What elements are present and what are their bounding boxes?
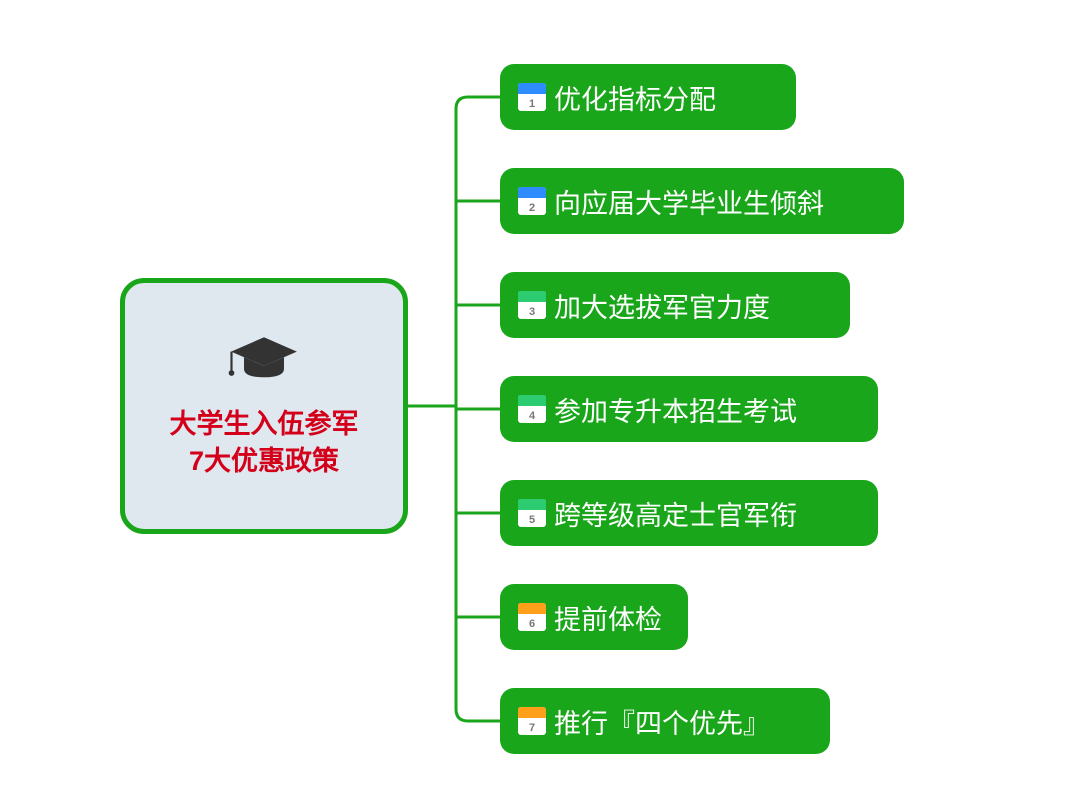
calendar-number: 7: [518, 722, 546, 734]
child-label: 跨等级高定士官军衔: [554, 494, 797, 533]
child-label: 参加专升本招生考试: [554, 390, 797, 429]
graduation-cap-icon: [228, 333, 300, 388]
calendar-icon: 3: [518, 291, 546, 319]
child-node-4: 4 参加专升本招生考试: [500, 376, 878, 442]
child-label: 推行『四个优先』: [554, 702, 770, 741]
calendar-number: 3: [518, 306, 546, 318]
child-label: 加大选拔军官力度: [554, 286, 770, 325]
calendar-icon: 5: [518, 499, 546, 527]
calendar-icon: 6: [518, 603, 546, 631]
child-node-6: 6 提前体检: [500, 584, 688, 650]
calendar-number: 4: [518, 410, 546, 422]
root-title: 大学生入伍参军 7大优惠政策: [170, 406, 359, 479]
child-label: 优化指标分配: [554, 78, 716, 117]
child-node-7: 7 推行『四个优先』: [500, 688, 830, 754]
calendar-number: 6: [518, 618, 546, 630]
child-node-3: 3 加大选拔军官力度: [500, 272, 850, 338]
root-title-line2: 7大优惠政策: [189, 446, 339, 476]
child-label: 向应届大学毕业生倾斜: [554, 182, 824, 221]
root-title-line1: 大学生入伍参军: [170, 409, 359, 439]
root-node: 大学生入伍参军 7大优惠政策: [120, 278, 408, 534]
calendar-icon: 2: [518, 187, 546, 215]
calendar-number: 1: [518, 98, 546, 110]
calendar-icon: 7: [518, 707, 546, 735]
calendar-icon: 4: [518, 395, 546, 423]
calendar-icon: 1: [518, 83, 546, 111]
calendar-number: 5: [518, 514, 546, 526]
child-node-1: 1 优化指标分配: [500, 64, 796, 130]
child-node-2: 2 向应届大学毕业生倾斜: [500, 168, 904, 234]
child-label: 提前体检: [554, 598, 662, 637]
calendar-number: 2: [518, 202, 546, 214]
child-node-5: 5 跨等级高定士官军衔: [500, 480, 878, 546]
